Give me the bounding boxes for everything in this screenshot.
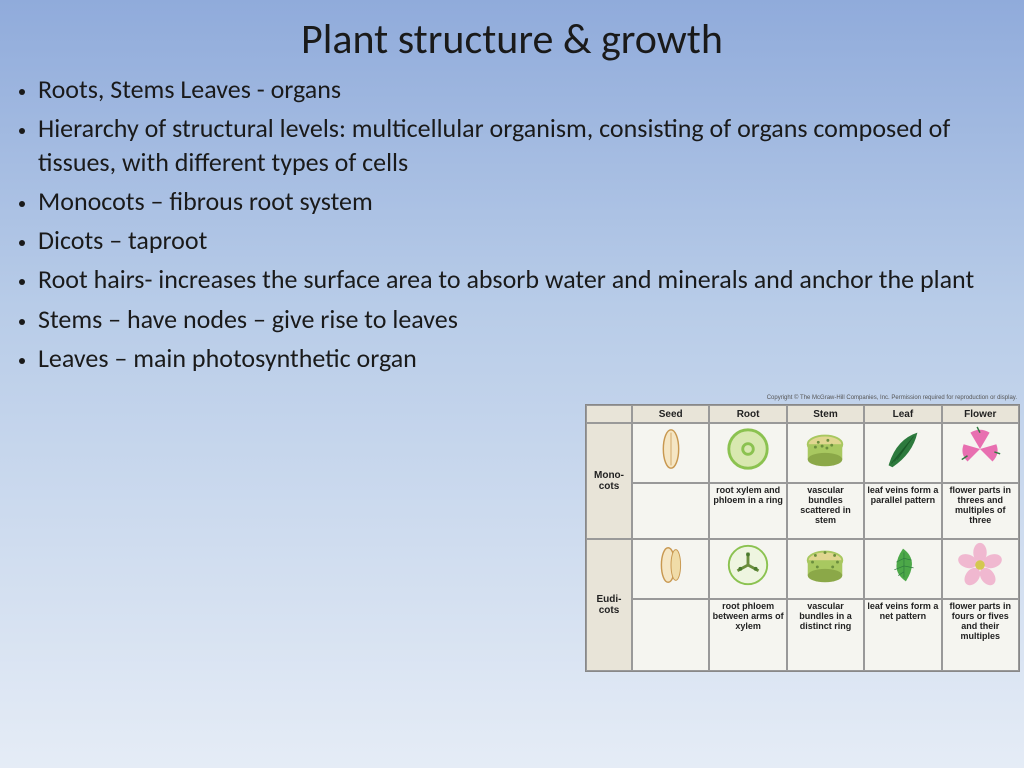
seed-eudi-icon — [647, 541, 695, 589]
cell-caption: leaf veins form a parallel pattern — [864, 483, 941, 539]
leaf-eudi-icon — [879, 541, 927, 589]
page-title: Plant structure & growth — [0, 0, 1024, 73]
flower-mono-icon — [956, 425, 1004, 473]
cell-eudi-root — [709, 539, 786, 599]
cell-eudi-leaf — [864, 539, 941, 599]
bullet-item: Hierarchy of structural levels: multicel… — [38, 112, 994, 179]
copyright-text: Copyright © The McGraw-Hill Companies, I… — [767, 395, 1017, 401]
cell-caption: flower parts in fours or fives and their… — [942, 599, 1019, 671]
bullet-item: Root hairs- increases the surface area t… — [38, 263, 994, 296]
row-label-monocots: Mono-cots — [586, 423, 632, 539]
bullet-item: Monocots – fibrous root system — [38, 185, 994, 218]
bullet-item: Dicots – taproot — [38, 224, 994, 257]
bullet-item: Leaves – main photosynthetic organ — [38, 342, 994, 375]
cell-mono-stem — [787, 423, 864, 483]
table-header: Leaf — [864, 405, 941, 423]
cell-caption: flower parts in threes and multiples of … — [942, 483, 1019, 539]
table-header: Seed — [632, 405, 709, 423]
bullet-item: Stems – have nodes – give rise to leaves — [38, 303, 994, 336]
cell-caption: root phloem between arms of xylem — [709, 599, 786, 671]
cell-eudi-seed — [632, 539, 709, 599]
table-header: Flower — [942, 405, 1019, 423]
row-label-eudicots: Eudi-cots — [586, 539, 632, 671]
seed-mono-icon — [647, 425, 695, 473]
bullet-item: Roots, Stems Leaves - organs — [38, 73, 994, 106]
cell-caption — [632, 483, 709, 539]
stem-eudi-icon — [801, 541, 849, 589]
stem-mono-icon — [801, 425, 849, 473]
cell-mono-root — [709, 423, 786, 483]
bullet-list: Roots, Stems Leaves - organs Hierarchy o… — [0, 73, 1024, 375]
table-header: Stem — [787, 405, 864, 423]
cell-mono-leaf — [864, 423, 941, 483]
cell-caption — [632, 599, 709, 671]
table-header-blank — [586, 405, 632, 423]
root-mono-icon — [724, 425, 772, 473]
cell-caption: leaf veins form a net pattern — [864, 599, 941, 671]
cell-eudi-stem — [787, 539, 864, 599]
comparison-table: Copyright © The McGraw-Hill Companies, I… — [585, 404, 1020, 672]
cell-caption: vascular bundles in a distinct ring — [787, 599, 864, 671]
table-header: Root — [709, 405, 786, 423]
cell-caption: vascular bundles scattered in stem — [787, 483, 864, 539]
cell-mono-flower — [942, 423, 1019, 483]
root-eudi-icon — [724, 541, 772, 589]
flower-eudi-icon — [956, 541, 1004, 589]
cell-eudi-flower — [942, 539, 1019, 599]
leaf-mono-icon — [879, 425, 927, 473]
cell-caption: root xylem and phloem in a ring — [709, 483, 786, 539]
cell-mono-seed — [632, 423, 709, 483]
